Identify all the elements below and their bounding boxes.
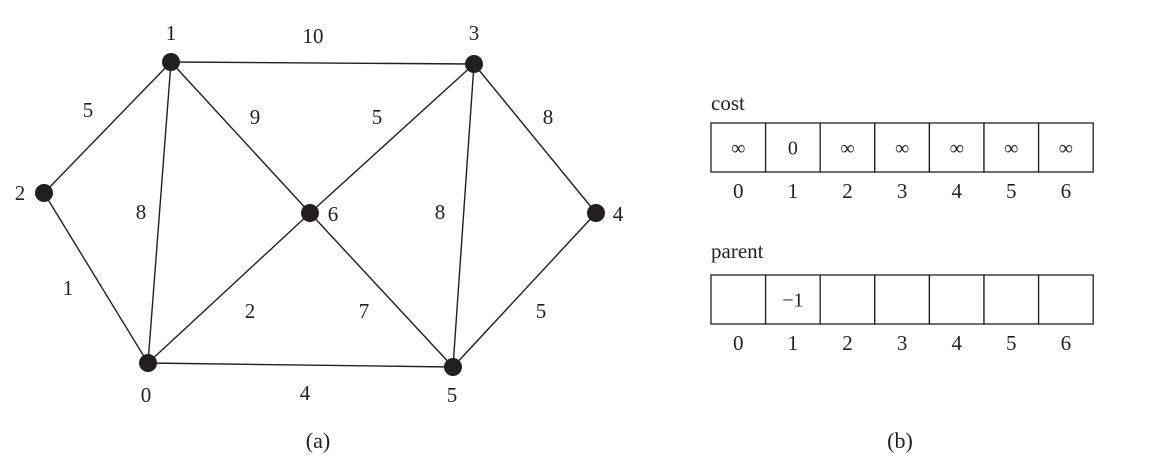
edge-weight-6-3: 5: [372, 105, 383, 129]
parent-index-0: 0: [733, 331, 744, 355]
node-0: [139, 354, 157, 372]
node-5: [444, 358, 462, 376]
edge-weight-0-5: 4: [300, 381, 311, 405]
edge-0-6: [147, 212, 311, 364]
edge-6-5: [309, 212, 454, 368]
graph-edges: [43, 61, 597, 368]
edge-weights: 105 9 5 88 812 7 54: [63, 24, 554, 405]
edge-0-5: [147, 362, 454, 368]
edge-4-5: [452, 212, 597, 368]
edge-weight-1-6: 9: [250, 105, 261, 129]
cost-cell-value-5: ∞: [1004, 138, 1018, 160]
parent-cell-value-1: −1: [782, 290, 803, 312]
cost-cell-value-0: ∞: [731, 138, 745, 160]
cost-cell-0: [710, 122, 767, 173]
parent-index-3: 3: [897, 331, 908, 355]
parent-array-label: parent: [711, 239, 764, 263]
edge-3-5: [452, 63, 475, 368]
cost-index-1: 1: [788, 179, 799, 203]
cost-cell-value-2: ∞: [840, 138, 854, 160]
parent-cell-5: [983, 274, 1040, 325]
edge-1-3: [170, 61, 475, 65]
cost-index-4: 4: [951, 179, 962, 203]
edge-weight-1-0: 8: [136, 200, 147, 224]
edge-weight-1-3: 10: [303, 24, 324, 48]
edge-1-0: [147, 61, 172, 364]
parent-cell-0: [710, 274, 767, 325]
parent-array: 0 −1 1 2 3 4 5 6: [710, 274, 1094, 355]
parent-index-2: 2: [842, 331, 853, 355]
edge-weight-3-5: 8: [435, 200, 446, 224]
cost-array-label: cost: [711, 91, 745, 115]
node-label-5: 5: [447, 383, 458, 407]
caption-b: (b): [887, 428, 913, 453]
parent-cell-1: [764, 274, 821, 325]
cost-cell-value-6: ∞: [1059, 138, 1073, 160]
cost-array: ∞ 0 0 1 ∞ 2 ∞ 3 ∞ 4 ∞ 5 ∞ 6: [710, 122, 1094, 203]
edge-weight-3-4: 8: [543, 105, 554, 129]
graph-nodes: 0 1 2 3 4 5 6: [15, 21, 624, 407]
edge-1-6: [170, 61, 311, 214]
cost-index-2: 2: [842, 179, 853, 203]
node-1: [162, 53, 180, 71]
node-6: [301, 204, 319, 222]
parent-cell-2: [819, 274, 876, 325]
node-label-6: 6: [328, 202, 339, 226]
cost-cell-value-3: ∞: [895, 138, 909, 160]
cost-cell-6: [1037, 122, 1094, 173]
parent-index-4: 4: [951, 331, 962, 355]
node-label-2: 2: [15, 181, 26, 205]
parent-index-6: 6: [1061, 331, 1072, 355]
edge-weight-6-5: 7: [359, 299, 370, 323]
cost-index-0: 0: [733, 179, 744, 203]
parent-cell-3: [874, 274, 931, 325]
parent-cell-4: [928, 274, 985, 325]
cost-index-5: 5: [1006, 179, 1017, 203]
node-3: [465, 55, 483, 73]
edge-weight-1-2: 5: [83, 98, 94, 122]
edge-1-2: [43, 61, 172, 194]
node-label-1: 1: [166, 21, 177, 45]
parent-cell-6: [1037, 274, 1094, 325]
edge-2-0: [43, 192, 149, 364]
edge-weight-4-5: 5: [536, 299, 547, 323]
edge-weight-0-6: 2: [245, 299, 256, 323]
cost-cell-1: [764, 122, 821, 173]
edge-3-4: [473, 63, 597, 214]
node-label-0: 0: [141, 383, 152, 407]
node-4: [587, 204, 605, 222]
cost-cell-value-1: 0: [788, 138, 798, 160]
node-label-3: 3: [469, 21, 480, 45]
node-label-4: 4: [613, 202, 624, 226]
caption-a: (a): [306, 428, 330, 453]
cost-index-6: 6: [1061, 179, 1072, 203]
edge-6-3: [309, 63, 475, 214]
parent-index-1: 1: [788, 331, 799, 355]
cost-index-3: 3: [897, 179, 908, 203]
edge-weight-2-0: 1: [63, 276, 74, 300]
cost-cell-value-4: ∞: [950, 138, 964, 160]
node-2: [35, 184, 53, 202]
parent-index-5: 5: [1006, 331, 1017, 355]
